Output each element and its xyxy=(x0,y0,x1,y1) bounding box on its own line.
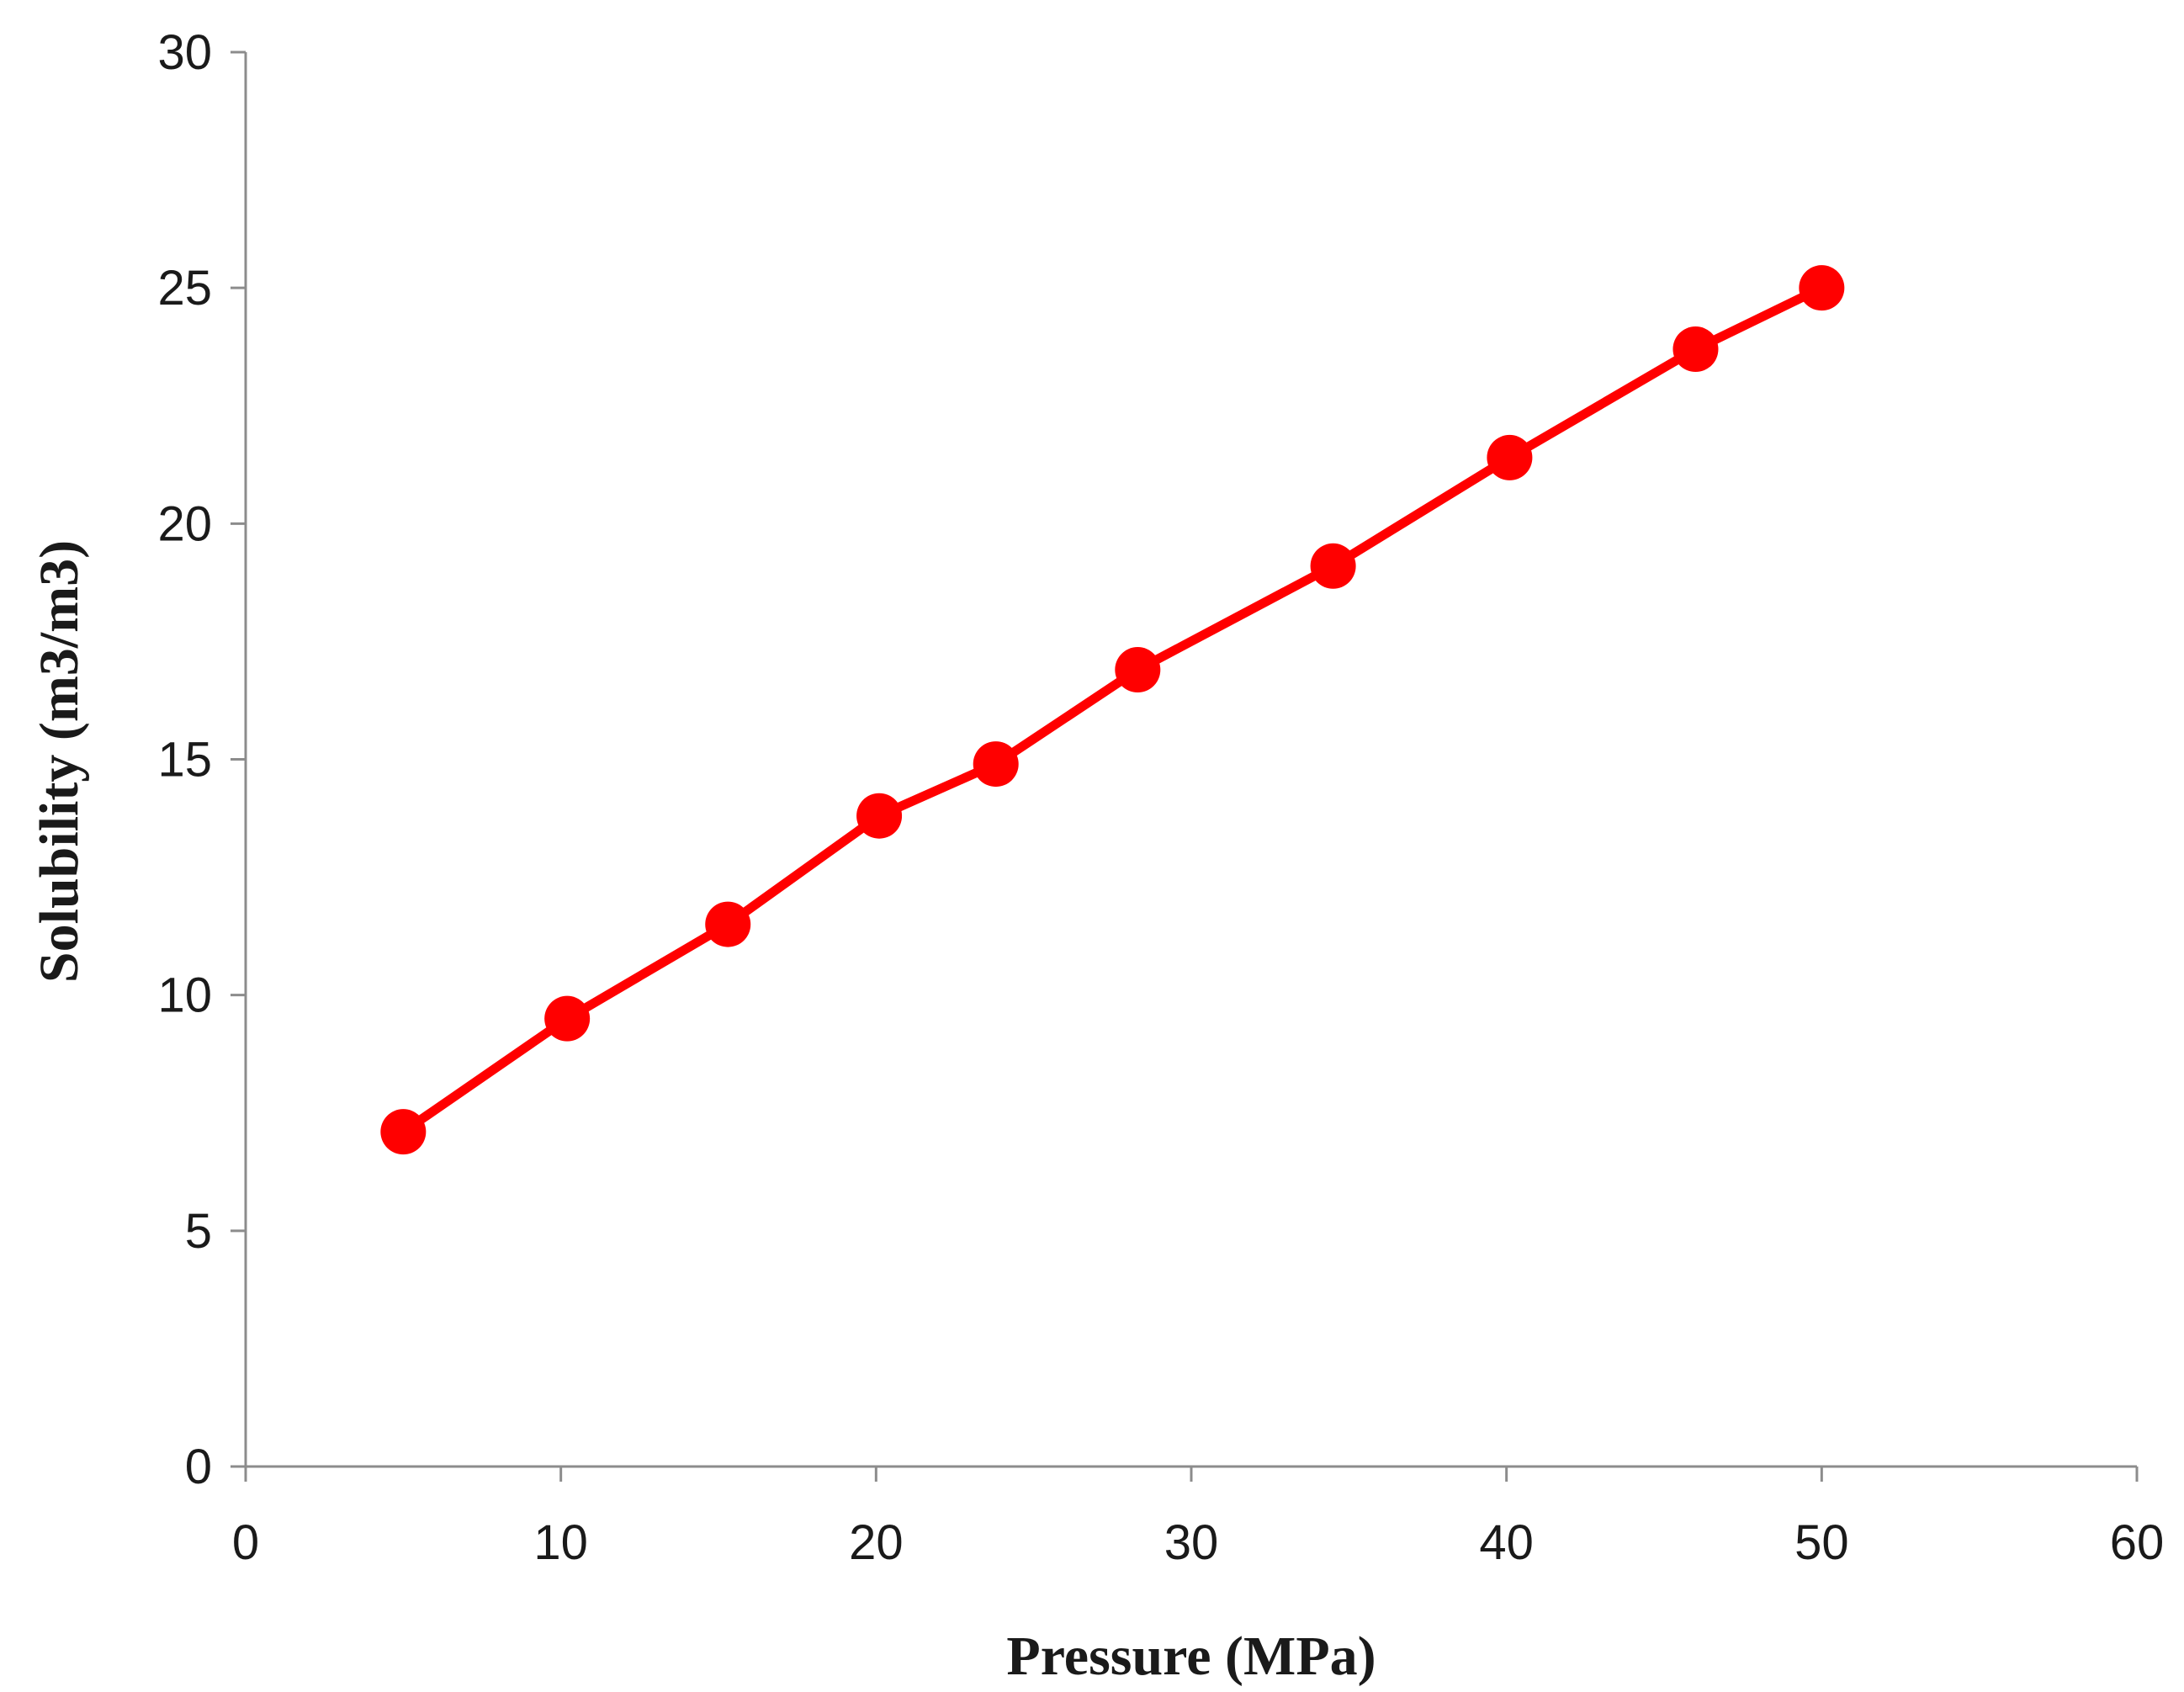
data-point xyxy=(1115,647,1161,693)
axes xyxy=(244,52,2137,1468)
data-point xyxy=(1799,265,1845,311)
y-tick-label: 30 xyxy=(157,25,212,80)
data-point xyxy=(544,995,591,1042)
y-tick-label: 20 xyxy=(157,496,212,551)
x-tick-label: 30 xyxy=(1164,1515,1219,1570)
series-line xyxy=(398,283,1826,1137)
x-tick-label: 20 xyxy=(849,1515,904,1570)
y-tick-label: 15 xyxy=(157,733,212,788)
y-axis-title: Solubility (m3/m3) xyxy=(29,540,90,983)
data-point xyxy=(705,901,751,947)
series-group xyxy=(380,265,1845,1155)
x-tick-label: 10 xyxy=(533,1515,588,1570)
data-point xyxy=(1310,543,1356,589)
y-tick-label: 10 xyxy=(157,968,212,1023)
data-point xyxy=(380,1109,427,1155)
y-tick-label: 5 xyxy=(185,1204,212,1259)
x-axis-ticks: 0 10 20 30 40 50 60 xyxy=(232,1467,2164,1570)
y-tick-label: 25 xyxy=(157,261,212,316)
data-point xyxy=(856,793,903,839)
y-tick-label: 0 xyxy=(185,1440,212,1494)
x-tick-label: 0 xyxy=(232,1515,259,1570)
x-tick-label: 40 xyxy=(1479,1515,1534,1570)
y-axis-ticks: 0 5 10 15 20 25 30 xyxy=(157,25,246,1494)
x-axis-title: Pressure (MPa) xyxy=(1006,1626,1376,1687)
data-point xyxy=(1487,434,1533,480)
x-tick-label: 60 xyxy=(2110,1515,2165,1570)
data-point xyxy=(1672,326,1719,373)
x-tick-label: 50 xyxy=(1794,1515,1849,1570)
data-point xyxy=(973,741,1019,788)
